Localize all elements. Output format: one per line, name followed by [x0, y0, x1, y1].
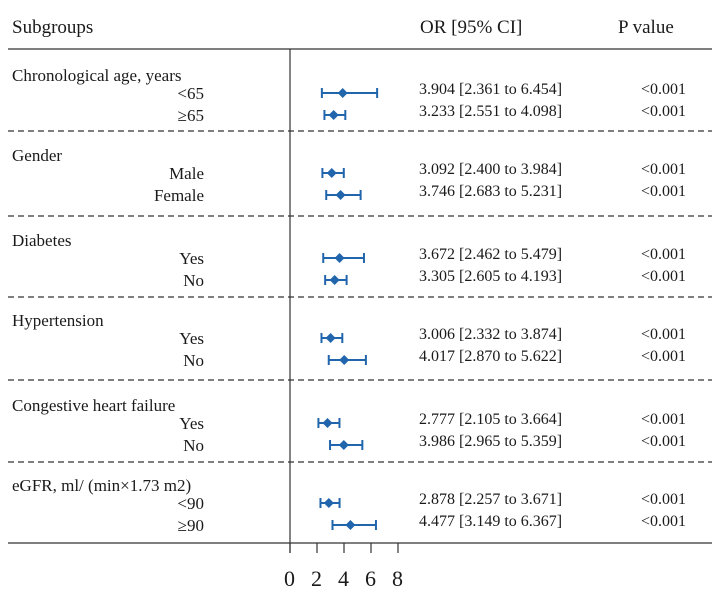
- or-ci-value: 3.006 [2.332 to 3.874]: [419, 326, 563, 343]
- subgroup-label: No: [183, 271, 204, 290]
- subgroup-label: ≥90: [177, 516, 204, 535]
- or-point: [337, 88, 348, 98]
- or-ci-value: 3.092 [2.400 to 3.984]: [419, 161, 563, 178]
- group-label: Hypertension: [12, 311, 104, 330]
- group-label: Congestive heart failure: [12, 396, 176, 415]
- or-ci-value: 4.017 [2.870 to 5.622]: [419, 348, 563, 365]
- or-point: [328, 110, 339, 120]
- or-ci-value: 3.672 [2.462 to 5.479]: [419, 246, 563, 263]
- x-tick-label: 0: [284, 566, 295, 591]
- or-point: [322, 418, 333, 428]
- subgroup-label: Yes: [179, 249, 204, 268]
- or-point: [338, 440, 349, 450]
- p-value: <0.001: [641, 246, 687, 263]
- or-point: [334, 253, 345, 263]
- p-value: <0.001: [641, 268, 687, 285]
- header-or-ci: OR [95% CI]: [420, 17, 523, 38]
- p-value: <0.001: [641, 513, 687, 530]
- or-point: [345, 520, 356, 530]
- or-ci-value: 3.986 [2.965 to 5.359]: [419, 433, 563, 450]
- subgroup-label: <65: [177, 84, 204, 103]
- or-ci-value: 4.477 [3.149 to 6.367]: [419, 513, 563, 530]
- or-point: [339, 355, 350, 365]
- subgroup-label: ≥65: [177, 106, 204, 125]
- p-value: <0.001: [641, 411, 687, 428]
- subgroup-label: Male: [169, 164, 204, 183]
- p-value: <0.001: [641, 81, 687, 98]
- subgroup-label: Yes: [179, 329, 204, 348]
- or-ci-value: 3.233 [2.551 to 4.098]: [419, 103, 563, 120]
- group-label: eGFR, ml/ (min×1.73 m2): [12, 476, 192, 495]
- subgroup-label: <90: [177, 494, 204, 513]
- subgroup-label: Female: [153, 186, 204, 205]
- subgroup-label: No: [183, 351, 204, 370]
- subgroup-label: No: [183, 436, 204, 455]
- group-label: Gender: [12, 146, 63, 165]
- or-point: [326, 168, 337, 178]
- p-value: <0.001: [641, 433, 687, 450]
- or-ci-value: 2.878 [2.257 to 3.671]: [419, 491, 563, 508]
- p-value: <0.001: [641, 348, 687, 365]
- p-value: <0.001: [641, 326, 687, 343]
- subgroup-label: Yes: [179, 414, 204, 433]
- or-point: [335, 190, 346, 200]
- p-value: <0.001: [641, 491, 687, 508]
- or-ci-value: 3.305 [2.605 to 4.193]: [419, 268, 563, 285]
- or-ci-value: 3.904 [2.361 to 6.454]: [419, 81, 563, 98]
- group-label: Diabetes: [12, 231, 72, 250]
- or-point: [329, 275, 340, 285]
- x-tick-label: 8: [392, 566, 403, 591]
- header-p-value: P value: [618, 17, 674, 38]
- or-point: [325, 333, 336, 343]
- x-tick-label: 4: [338, 566, 349, 591]
- x-tick-label: 6: [365, 566, 376, 591]
- header-subgroups: Subgroups: [12, 17, 94, 38]
- group-label: Chronological age, years: [12, 66, 182, 85]
- or-point: [323, 498, 334, 508]
- p-value: <0.001: [641, 161, 687, 178]
- or-ci-value: 3.746 [2.683 to 5.231]: [419, 183, 563, 200]
- p-value: <0.001: [641, 103, 687, 120]
- p-value: <0.001: [641, 183, 687, 200]
- or-ci-value: 2.777 [2.105 to 3.664]: [419, 411, 563, 428]
- x-tick-label: 2: [311, 566, 322, 591]
